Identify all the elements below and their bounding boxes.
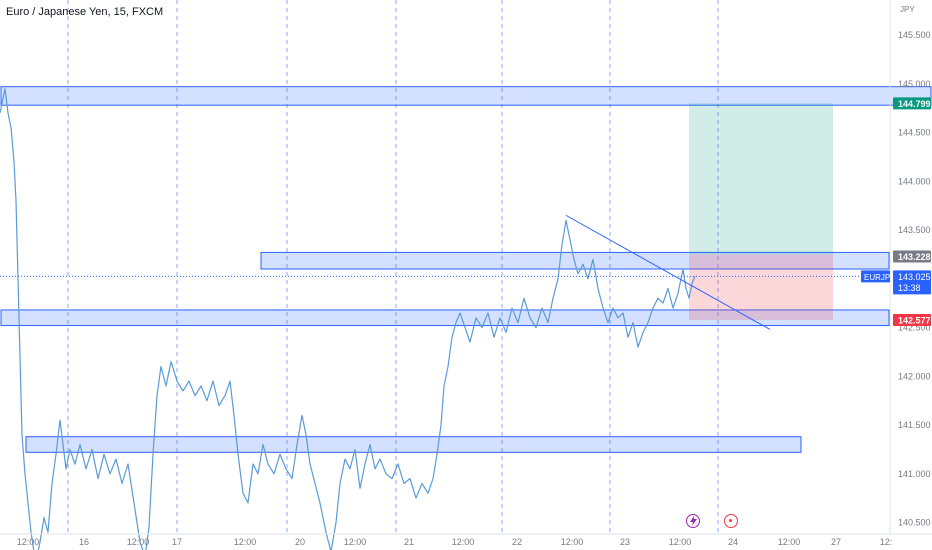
- price-label-box: [893, 313, 931, 326]
- target-icon[interactable]: [724, 514, 738, 528]
- supply-zone-top[interactable]: [0, 86, 932, 106]
- time-tick-label: 12:00: [452, 537, 475, 547]
- symbol-tag[interactable]: EURJPY: [864, 273, 896, 282]
- price-tick-label: 141.500: [898, 420, 931, 430]
- price-tick-label: 144.500: [898, 128, 931, 138]
- price-tick-label: 142.000: [898, 371, 931, 381]
- stop-loss-zone[interactable]: [689, 254, 833, 320]
- time-tick-label: 12:: [880, 537, 893, 547]
- time-tick-label: 12:00: [17, 537, 40, 547]
- price-label: 142.577: [898, 315, 931, 325]
- time-tick-label: 22: [512, 537, 522, 547]
- time-tick-label: 20: [295, 537, 305, 547]
- time-tick-label: 24: [728, 537, 738, 547]
- price-label: 143.228: [898, 252, 931, 262]
- price-tick-label: 145.000: [898, 79, 931, 89]
- symbol-tag-box[interactable]: [861, 270, 890, 283]
- time-axis: 12:00 16 12:00 17 12:00 20 12:00 21 12:00 22 12:00…: [17, 537, 893, 547]
- time-tick-label: 23: [620, 537, 630, 547]
- currency-label: JPY: [900, 5, 915, 14]
- time-tick-label: 12:00: [127, 537, 150, 547]
- time-tick-label: 21: [404, 537, 414, 547]
- price-tick-label: 141.000: [898, 469, 931, 479]
- time-tick-label: 16: [79, 537, 89, 547]
- support-zone-142-6[interactable]: [0, 309, 890, 327]
- price-label-box: [893, 250, 931, 263]
- time-tick-label: 12:00: [778, 537, 801, 547]
- time-tick-label: 12:00: [669, 537, 692, 547]
- take-profit-zone[interactable]: [689, 103, 833, 255]
- series-line-eurjpy: [0, 87, 696, 550]
- price-tick-label: 145.500: [898, 30, 931, 40]
- time-tick-label: 12:00: [344, 537, 367, 547]
- price-axis: 145.500 145.000 144.500 144.000 143.500 143.0…: [861, 5, 931, 528]
- trendline-segment[interactable]: [565, 214, 771, 330]
- current-price-box: [893, 270, 931, 295]
- time-tick-label: 27: [831, 537, 841, 547]
- price-label: 144.799: [898, 99, 931, 109]
- time-tick-label: 17: [172, 537, 182, 547]
- countdown-label: 13:38: [898, 283, 921, 293]
- current-price-label: 143.025: [898, 272, 931, 282]
- vertical-grid: [67, 0, 719, 534]
- flash-icon[interactable]: [686, 514, 700, 528]
- time-tick-label: 12:00: [234, 537, 257, 547]
- time-tick-label: 12:00: [561, 537, 584, 547]
- long-position-tool: [689, 103, 833, 320]
- price-series: [0, 87, 696, 550]
- price-zones: [0, 86, 932, 453]
- price-tick-label: 144.000: [898, 176, 931, 186]
- price-tick-label: 140.500: [898, 518, 931, 528]
- symbol-title: Euro / Japanese Yen, 15, FXCM: [6, 6, 164, 18]
- price-label-box: [893, 97, 931, 110]
- trendline: [565, 214, 771, 330]
- price-tick-label: 143.500: [898, 225, 931, 235]
- demand-zone-141-3[interactable]: [25, 436, 802, 453]
- price-tick-label: 142.500: [898, 323, 931, 333]
